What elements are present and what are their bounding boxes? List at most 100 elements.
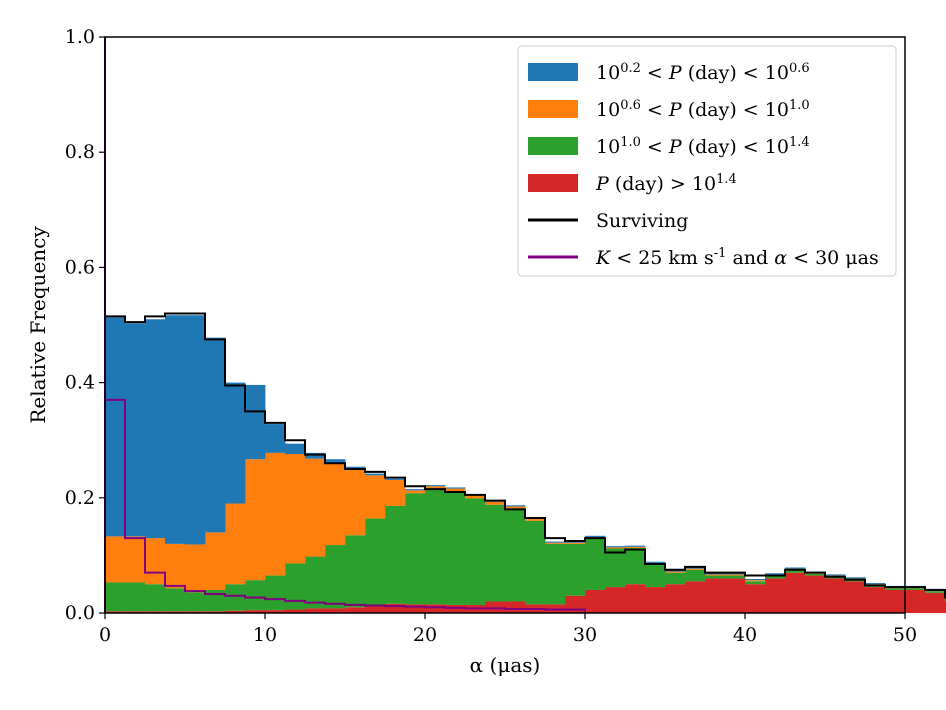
bar-series3-bin37 [845,577,866,579]
bar-series3-bin29 [685,567,706,569]
bar-series1-bin10 [305,556,326,609]
bar-series2-bin12 [345,469,366,536]
bar-series1-bin32 [745,581,766,585]
bar-series3-bin3 [165,315,186,544]
legend-label: 100.6 < P (day) < 101.0 [596,98,810,122]
bar-series1-bin3 [165,588,186,612]
bar-series1-bin22 [545,543,566,605]
bar-series0-bin27 [645,587,666,613]
bar-series3-bin32 [745,579,766,581]
bar-series1-bin24 [585,538,606,590]
bar-series3-bin13 [365,473,386,476]
bar-series2-bin8 [265,452,286,576]
bar-series1-bin29 [685,569,706,582]
x-tick-label: 40 [733,624,757,646]
bar-series2-bin9 [285,454,306,564]
bar-series1-bin27 [645,564,666,588]
bar-series2-bin21 [525,519,546,521]
bar-series2-bin7 [245,459,266,581]
bar-series3-bin31 [725,573,746,575]
bar-series0-bin15 [405,604,426,613]
bar-series1-bin30 [705,575,726,579]
bar-series3-bin10 [305,452,326,459]
bar-series1-bin13 [365,518,386,605]
bar-series3-bin12 [345,466,366,469]
bar-series2-bin13 [365,475,386,519]
bar-series0-bin17 [445,604,466,613]
bar-series1-bin12 [345,535,366,608]
plot-frame [104,36,906,614]
bar-series2-bin29 [685,568,706,570]
bar-series3-bin11 [325,459,346,463]
legend-label: 100.2 < P (day) < 100.6 [596,61,810,85]
bar-series3-bin17 [445,487,466,489]
bar-series1-bin11 [325,545,346,609]
bar-series2-bin11 [325,462,346,546]
bar-series3-bin28 [665,570,686,572]
bar-series0-bin6 [225,610,246,613]
bar-series3-bin26 [625,545,646,547]
bar-series2-bin23 [565,542,586,544]
histogram-bars [105,315,946,613]
line-surviving [104,312,946,613]
bar-series3-bin23 [565,541,586,543]
bar-series0-bin10 [305,608,326,613]
bar-series1-bin23 [565,543,586,596]
bar-series1-bin28 [665,572,686,585]
bar-series2-bin4 [185,544,206,593]
bar-series1-bin0 [105,582,126,612]
bar-series1-bin9 [285,563,306,610]
bar-series3-bin25 [605,546,626,548]
bar-series0-bin30 [705,578,726,613]
x-tick-label: 30 [573,624,597,646]
bar-series0-bin29 [685,581,706,613]
bar-series0-bin40 [905,589,926,613]
y-tick-label: 0.8 [65,141,95,163]
bar-series1-bin17 [445,491,466,605]
bar-series0-bin5 [205,611,226,613]
y-tick-label: 0.6 [65,256,95,278]
bar-series2-bin26 [625,546,646,548]
bar-series3-bin2 [145,319,166,539]
bar-series0-bin37 [845,581,866,613]
legend-swatch [528,137,578,155]
bar-series1-bin35 [805,573,826,576]
bar-series1-bin19 [485,504,506,602]
x-tick-label: 10 [253,624,277,646]
bar-series3-bin33 [765,573,786,575]
bar-series3-bin15 [405,489,426,491]
legend-label: Surviving [596,210,688,232]
bar-series0-bin26 [625,584,646,613]
bar-series0-bin31 [725,578,746,613]
y-tick-label: 0.4 [65,372,95,394]
bar-series3-bin7 [245,384,266,460]
bar-series3-bin8 [265,424,286,453]
bar-series1-bin34 [785,569,806,573]
bar-series0-bin8 [265,610,286,613]
bar-series0-bin38 [865,587,886,613]
bar-series2-bin20 [505,506,526,509]
bar-series0-bin9 [285,609,306,613]
bar-series0-bin20 [505,601,526,613]
bar-series3-bin5 [205,337,226,533]
bar-series2-bin3 [165,543,186,589]
bar-series0-bin41 [925,592,946,613]
bar-series0-bin24 [585,589,606,613]
y-axis-label: Relative Frequency [26,226,50,424]
bar-series1-bin6 [225,584,246,611]
bar-series2-bin16 [425,486,446,490]
bar-series2-bin10 [305,458,326,557]
bar-series1-bin15 [405,493,426,605]
legend-swatch [528,63,578,81]
x-tick-label: 20 [413,624,437,646]
bar-series0-bin4 [185,611,206,613]
x-axis-ticks: 0 10 20 30 40 50 [99,613,917,646]
y-tick-label: 1.0 [65,26,95,48]
bar-series3-bin0 [105,317,126,537]
bar-series2-bin1 [125,536,146,583]
bar-series1-bin40 [905,588,926,590]
bar-series0-bin14 [385,603,406,613]
bar-series0-bin12 [345,607,366,613]
bar-series1-bin41 [925,591,946,593]
